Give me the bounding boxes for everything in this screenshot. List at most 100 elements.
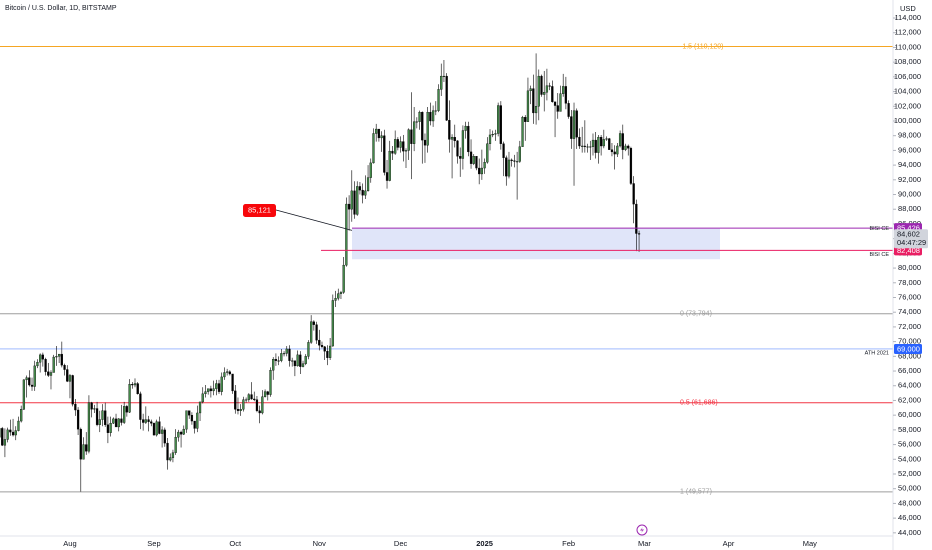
callout-leader [275, 209, 353, 231]
candle-body [144, 419, 147, 423]
candle-body [548, 85, 551, 87]
candle-body [480, 167, 484, 175]
candle-body [60, 353, 63, 366]
candle-body [282, 353, 286, 355]
fib-level-label: 1 (49,577) [680, 489, 712, 496]
candle-body [526, 90, 530, 122]
candle-body [345, 203, 348, 266]
y-tick-label: 100,000 [894, 116, 921, 125]
candle-body [415, 121, 418, 123]
candle-body [320, 345, 324, 347]
candle-body [529, 88, 532, 92]
callout-box [243, 204, 276, 217]
candle-body [285, 348, 288, 354]
candle-body [49, 372, 53, 376]
candle-body [212, 388, 215, 392]
candle-body [47, 371, 50, 376]
candle-body [209, 388, 213, 392]
candle-body [605, 138, 608, 140]
candle-body [196, 412, 199, 429]
candle-body [307, 342, 310, 357]
candle-body [158, 421, 161, 434]
candle-body [486, 143, 489, 163]
y-tick-label: 104,000 [894, 87, 921, 96]
y-tick-label: 78,000 [898, 278, 921, 287]
fib-level-label: 0 (73,794) [680, 311, 712, 318]
candle-body [63, 364, 66, 370]
candle-body [383, 135, 386, 173]
candle-body [358, 186, 362, 191]
candle-body [114, 418, 118, 428]
candle-body [461, 130, 465, 159]
candle-body [572, 110, 576, 139]
y-tick-label: 74,000 [898, 307, 921, 316]
y-tick-label: 114,000 [894, 13, 921, 22]
candle-body [334, 298, 337, 301]
y-tick-label: 112,000 [894, 28, 921, 37]
candle-body [312, 321, 315, 325]
candle-body [239, 409, 242, 411]
candle-body [599, 136, 603, 147]
candle-body [25, 377, 28, 381]
candle-body [534, 106, 538, 114]
candle-body [299, 354, 302, 367]
y-tick-label: 108,000 [894, 57, 921, 66]
y-tick-label: 68,000 [898, 351, 921, 360]
x-tick-label: Dec [394, 539, 408, 548]
candle-body [448, 120, 451, 140]
candle-body [459, 156, 462, 159]
candle-body [242, 399, 245, 410]
candle-body [583, 145, 586, 147]
candle-body [125, 406, 128, 413]
candle-body [236, 409, 240, 411]
candle-body [581, 145, 584, 147]
candle-body [385, 172, 389, 181]
candle-body [372, 133, 375, 164]
candle-body [6, 429, 9, 440]
candle-body [537, 75, 540, 107]
candle-body [296, 354, 299, 367]
candle-body [575, 110, 578, 138]
candle-body [79, 428, 82, 460]
candle-body [532, 88, 535, 114]
candle-body [57, 353, 61, 357]
candle-body [261, 396, 264, 414]
candle-body [402, 141, 405, 152]
candle-body [421, 111, 424, 141]
y-tick-label: 64,000 [898, 381, 921, 390]
candle-body [559, 93, 562, 112]
candle-body [250, 394, 253, 400]
candle-body [277, 360, 280, 362]
candle-body [120, 418, 123, 423]
candle-body [497, 105, 500, 134]
candle-body [431, 110, 435, 122]
candle-body [494, 133, 497, 135]
candle-body [361, 189, 364, 196]
candle-body [190, 414, 194, 422]
candle-body [553, 101, 557, 106]
candle-body [456, 140, 459, 157]
candle-body [602, 139, 605, 147]
candle-body [155, 421, 158, 436]
candle-body [369, 162, 372, 178]
candle-body [17, 420, 20, 431]
candle-body [429, 111, 432, 122]
candle-body [215, 383, 218, 389]
candle-body [475, 156, 478, 169]
candle-body [377, 128, 381, 139]
candle-body [55, 356, 58, 358]
candle-body [591, 139, 595, 147]
y-tick-label: 50,000 [898, 484, 921, 493]
candle-body [518, 146, 521, 162]
candle-body [226, 371, 229, 373]
candle-body [440, 75, 443, 90]
candle-body [255, 399, 259, 411]
candle-body [350, 190, 353, 210]
candle-body [44, 359, 47, 372]
chart-title: Bitcoin / U.S. Dollar, 1D, BITSTAMP [5, 5, 117, 12]
y-tick-label: 72,000 [898, 322, 921, 331]
candle-body [169, 457, 172, 461]
candle-body [388, 150, 391, 181]
candle-body [147, 419, 150, 422]
icon-bolt [640, 527, 644, 533]
